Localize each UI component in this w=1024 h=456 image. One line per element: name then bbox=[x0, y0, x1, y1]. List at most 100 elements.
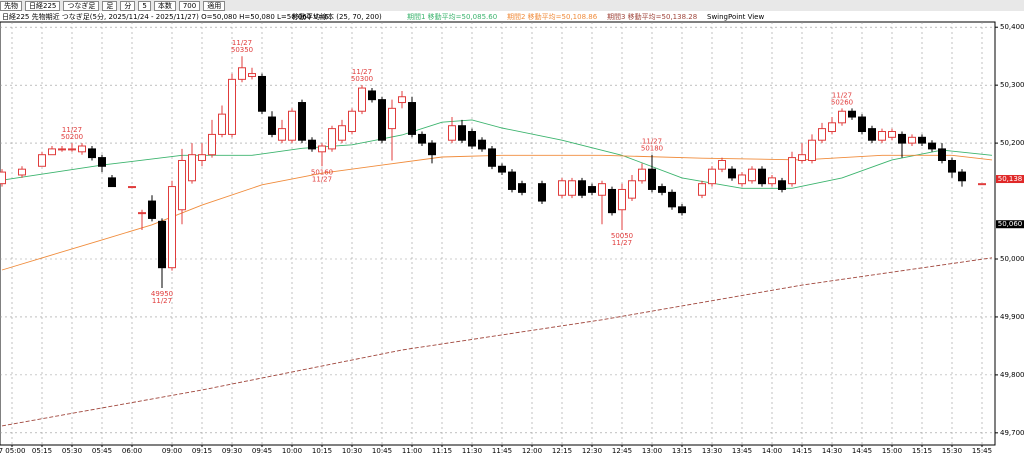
moving-average bbox=[1, 154, 993, 271]
candle-body bbox=[198, 154, 206, 161]
legend-entry: 期間2 移動平均=50,108.86 bbox=[507, 12, 598, 21]
candle-body bbox=[568, 180, 576, 196]
annotation-date: 11/27 bbox=[312, 175, 332, 183]
annotation-value: 50160 bbox=[311, 168, 333, 176]
candle-body bbox=[188, 154, 196, 182]
candle-body bbox=[638, 168, 646, 182]
candle-body bbox=[348, 110, 356, 133]
candle-body bbox=[38, 154, 46, 167]
annotation-date: 11/27 bbox=[232, 39, 252, 47]
x-tick-label: 09:45 bbox=[252, 447, 272, 455]
candle-body bbox=[158, 220, 166, 269]
y-tick-label: 49,700 bbox=[1000, 429, 1024, 437]
x-tick-label: 10:30 bbox=[342, 447, 362, 455]
toolbar: 先物 日経225 つなぎ足足分 5 本数 700 適用 bbox=[0, 0, 1024, 11]
candle-body bbox=[818, 128, 826, 141]
x-tick-label: 10:15 bbox=[312, 447, 332, 455]
candle-body bbox=[828, 122, 836, 133]
x-tick-label: 12:30 bbox=[582, 447, 602, 455]
toolbar-item[interactable]: 5 bbox=[138, 0, 151, 11]
candle-body bbox=[978, 183, 986, 186]
x-tick-label: 15:00 bbox=[882, 447, 902, 455]
y-tick-label: 49,900 bbox=[1000, 313, 1024, 321]
candle-body bbox=[618, 188, 626, 211]
y-tick-label: 50,000 bbox=[1000, 255, 1024, 263]
x-tick-label: 11:30 bbox=[462, 447, 482, 455]
candle-body bbox=[218, 113, 226, 135]
toolbar-item[interactable]: 分 bbox=[120, 0, 136, 11]
candle-body bbox=[418, 133, 426, 144]
candle-body bbox=[358, 87, 366, 112]
x-tick-label: 14:00 bbox=[762, 447, 782, 455]
x-tick-label: 12:45 bbox=[612, 447, 632, 455]
candle-body bbox=[88, 148, 96, 159]
candle-body bbox=[538, 183, 546, 202]
candle-body bbox=[378, 99, 386, 141]
candle-body bbox=[228, 78, 236, 135]
candle-body bbox=[858, 116, 866, 133]
candle-body bbox=[518, 183, 526, 193]
x-tick-label: 11:45 bbox=[492, 447, 512, 455]
y-tick-label: 50,200 bbox=[1000, 139, 1024, 147]
x-tick-label: 11:00 bbox=[402, 447, 422, 455]
toolbar-item[interactable]: 本数 bbox=[153, 0, 176, 11]
candle-body bbox=[398, 96, 406, 104]
candle-body bbox=[178, 159, 186, 211]
candle-body bbox=[758, 168, 766, 185]
toolbar-item[interactable]: 700 bbox=[178, 0, 201, 11]
candle-body bbox=[668, 191, 676, 208]
candle-body bbox=[918, 136, 926, 144]
annotation-value: 50350 bbox=[231, 46, 253, 54]
candle-body bbox=[908, 136, 916, 144]
x-tick-label: 12:00 bbox=[522, 447, 542, 455]
y-tick-label: 49,800 bbox=[1000, 371, 1024, 379]
x-tick-label: 13:45 bbox=[732, 447, 752, 455]
candle-body bbox=[248, 73, 256, 77]
candle-body bbox=[608, 188, 616, 214]
candle-body bbox=[298, 102, 306, 141]
candle-body bbox=[448, 125, 456, 141]
candle-body bbox=[458, 125, 466, 141]
candle-body bbox=[748, 168, 756, 182]
candle-body bbox=[958, 171, 966, 182]
legend-entry: 期間1 移動平均=50,085.60 bbox=[407, 12, 497, 21]
x-tick-label: 09:15 bbox=[192, 447, 212, 455]
info-subtitle: 移動平均線本 (25, 70, 200) bbox=[292, 12, 382, 21]
y-tick-label: 50,400 bbox=[1000, 23, 1024, 31]
moving-average bbox=[1, 119, 993, 189]
info-extra: SwingPoint View bbox=[707, 13, 764, 21]
x-tick-label: 15:45 bbox=[972, 447, 992, 455]
candle-body bbox=[18, 168, 26, 176]
candle-body bbox=[808, 139, 816, 161]
x-tick-label: 05:45 bbox=[92, 447, 112, 455]
candle-body bbox=[938, 148, 946, 161]
candle-body bbox=[648, 168, 656, 190]
x-tick-label: 05:15 bbox=[32, 447, 52, 455]
price-tag bbox=[996, 175, 1024, 184]
x-tick-label: 05:30 bbox=[62, 447, 82, 455]
candle-body bbox=[238, 67, 246, 80]
candle-body bbox=[768, 177, 776, 185]
annotation-value: 50300 bbox=[351, 75, 373, 83]
price-tag-label: 50,138 bbox=[998, 175, 1023, 183]
x-tick-label: 09:30 bbox=[222, 447, 242, 455]
annotation-value: 50050 bbox=[611, 232, 633, 240]
annotation-date: 11/27 bbox=[642, 138, 662, 146]
candle-body bbox=[408, 102, 416, 135]
candle-body bbox=[948, 159, 956, 173]
candle-body bbox=[928, 142, 936, 150]
candle-body bbox=[718, 159, 726, 170]
candle-body bbox=[268, 116, 276, 135]
toolbar-item[interactable]: 日経225 bbox=[25, 0, 61, 11]
candle-body bbox=[208, 133, 216, 156]
candle-body bbox=[838, 110, 846, 124]
toolbar-item[interactable]: 適用 bbox=[203, 0, 226, 11]
toolbar-item[interactable]: つなぎ足 bbox=[63, 0, 100, 11]
toolbar-item[interactable]: 先物 bbox=[0, 0, 22, 11]
toolbar-item[interactable]: 足 bbox=[102, 0, 118, 11]
candle-body bbox=[138, 212, 146, 215]
x-tick-label: 7 05:00 bbox=[0, 447, 25, 455]
y-tick-label: 50,300 bbox=[1000, 81, 1024, 89]
candle-body bbox=[168, 186, 176, 269]
